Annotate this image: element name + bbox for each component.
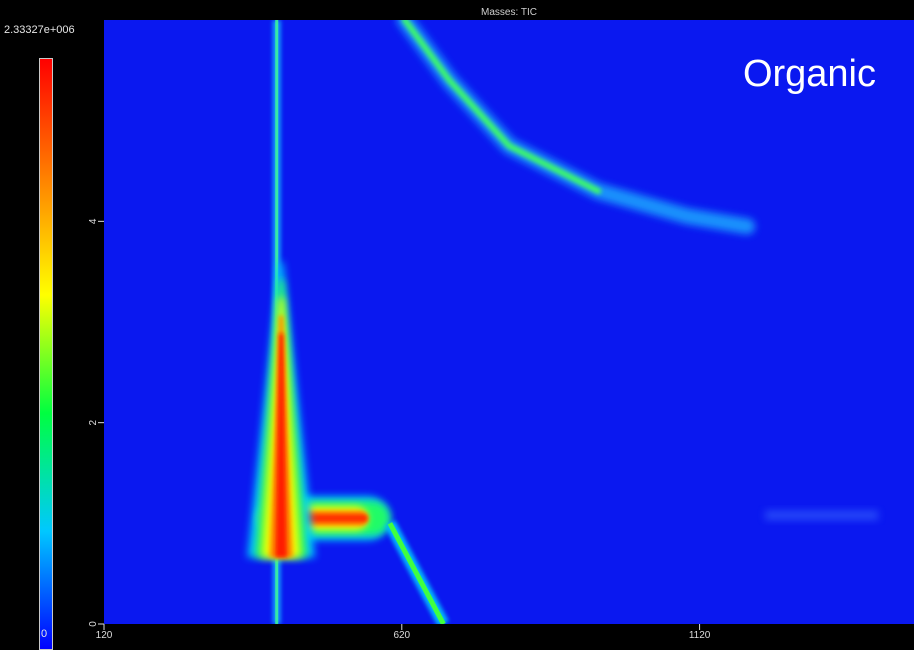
colorbar-min-label: 0 [41,628,48,640]
y-tick-label: 2 [88,419,99,425]
peak-ridge-layer-4 [275,333,288,558]
diagonal-core [387,522,446,624]
x-tick-label: 120 [96,630,113,641]
colorbar-max-label: 2.33327e+006 [4,24,75,36]
annotation-label: Organic [743,53,876,95]
plot-background [104,20,914,624]
y-tick-label: 0 [88,621,99,627]
y-tick-label: 4 [88,218,99,224]
chart-title: Masses: TIC [481,7,537,18]
faint-band-right [765,510,879,521]
title-strip: Masses: TIC [104,0,914,20]
x-tick-label: 620 [393,630,410,641]
x-tick-label: 1120 [689,630,711,641]
upper-curve-core [401,20,602,195]
colorbar-panel [0,20,104,650]
